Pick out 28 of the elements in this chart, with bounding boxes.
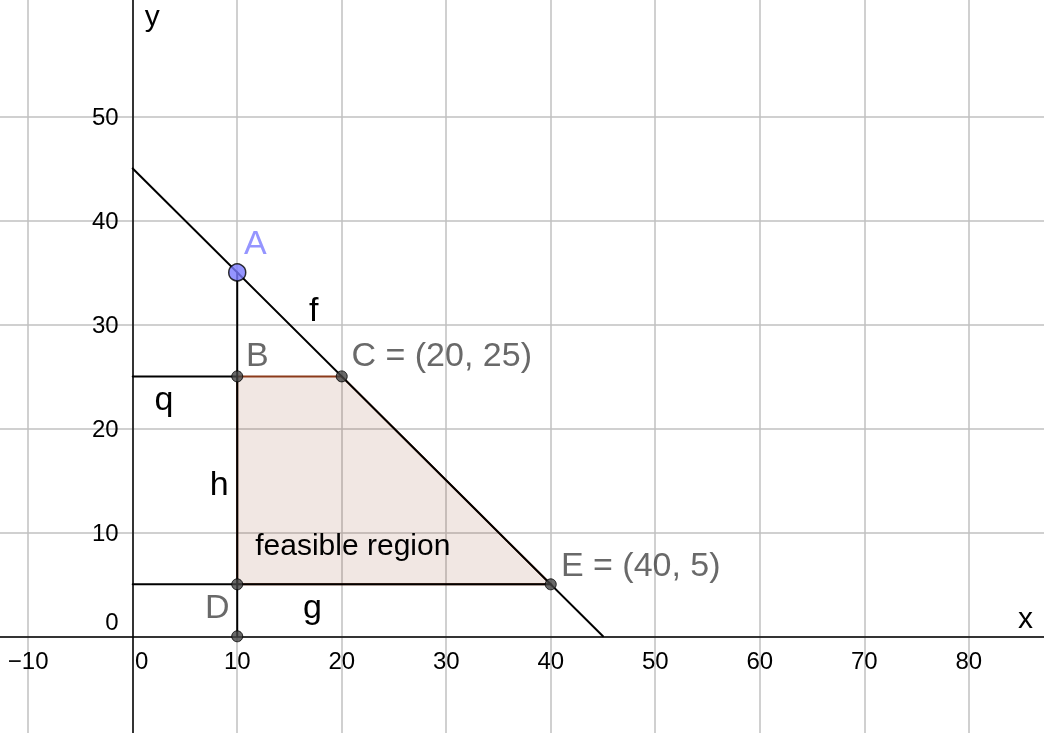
x-axis-title: x [1018, 600, 1033, 634]
y-tick-label: 50 [92, 102, 119, 130]
x-tick-label: 70 [850, 646, 878, 674]
y-tick-label: 20 [92, 414, 119, 442]
x-tick-label: 40 [537, 646, 565, 674]
y-axis-title: y [144, 0, 160, 32]
x-tick-label: 60 [746, 646, 774, 674]
y-tick-label: 0 [105, 607, 119, 635]
x-tick-label: 30 [432, 646, 460, 674]
x-tick-label: 0 [135, 646, 149, 674]
data-label: A [243, 223, 267, 262]
x-tick-label: 20 [328, 646, 356, 674]
y-tick-label: 40 [92, 206, 119, 234]
y-tick-label: 30 [92, 310, 119, 338]
series-label: feasible region [255, 527, 451, 561]
series-label: h [209, 464, 229, 503]
data-label: B [245, 335, 269, 374]
y-tick-label: 10 [92, 518, 119, 546]
x-tick-label: 50 [641, 646, 669, 674]
data-label: C = (20, 25) [351, 335, 532, 374]
data-label: E = (40, 5) [560, 545, 721, 584]
x-tick-label: −10 [7, 646, 49, 674]
series-label: q [154, 379, 174, 418]
x-tick-label: 10 [223, 646, 251, 674]
series-label: g [303, 587, 322, 626]
x-tick-label: 80 [955, 646, 983, 674]
data-label: D [204, 587, 230, 626]
series-label: f [309, 289, 320, 328]
